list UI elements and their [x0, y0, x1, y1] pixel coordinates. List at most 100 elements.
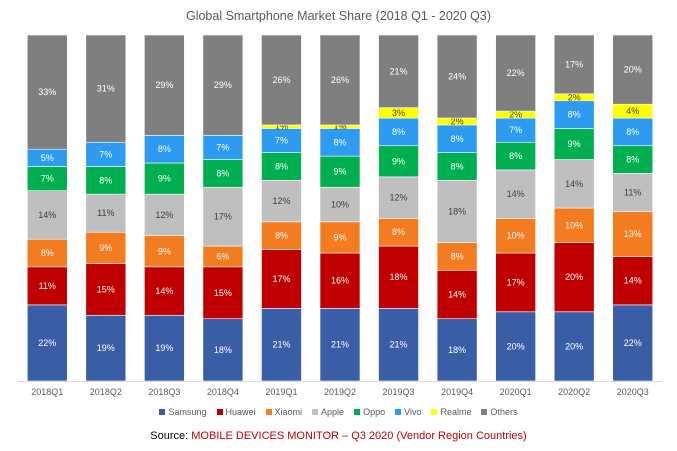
bar-segment-huawei-2020Q1 [495, 252, 536, 313]
x-tick-label-2020Q2: 2020Q2 [558, 387, 590, 397]
source-text: MOBILE DEVICES MONITOR – Q3 2020 (Vendor… [191, 430, 527, 442]
data-label-apple-2018Q2: 11% [97, 208, 114, 218]
data-label-others-2020Q3: 20% [624, 65, 642, 75]
data-label-vivo-2019Q2: 8% [333, 137, 346, 147]
data-label-xiaomi-2018Q2: 9% [99, 243, 112, 253]
legend-swatch-huawei [216, 409, 223, 415]
data-label-samsung-2018Q4: 18% [214, 345, 232, 355]
data-label-others-2018Q1: 33% [38, 87, 56, 97]
bar-segment-oppo-2019Q3 [378, 145, 419, 178]
source-label: Source: [150, 430, 189, 442]
data-label-others-2020Q2: 17% [565, 59, 583, 69]
data-label-samsung-2020Q1: 20% [507, 341, 525, 351]
bar-segment-samsung-2019Q1 [261, 308, 302, 382]
legend-label-apple: Apple [321, 407, 345, 417]
data-label-apple-2018Q1: 14% [38, 210, 56, 220]
legend-label-realme: Realme [440, 407, 472, 417]
bar-segment-apple-2018Q3 [144, 193, 185, 236]
data-label-xiaomi-2019Q2: 9% [333, 232, 346, 242]
bar-segment-huawei-2018Q4 [202, 266, 244, 320]
data-label-xiaomi-2019Q3: 8% [392, 227, 405, 237]
bar-segment-xiaomi-2020Q3 [612, 211, 654, 257]
legend-label-vivo: Vivo [404, 407, 422, 417]
bar-segment-vivo-2020Q1 [495, 117, 536, 143]
data-label-others-2018Q2: 31% [97, 84, 115, 94]
data-label-oppo-2019Q2: 9% [333, 167, 346, 177]
legend-label-samsung: Samsung [168, 407, 207, 417]
data-label-oppo-2019Q1: 8% [275, 161, 288, 171]
bar-segment-apple-2018Q1 [26, 190, 68, 240]
bar-segment-samsung-2018Q4 [202, 318, 244, 382]
data-label-vivo-2018Q2: 7% [99, 149, 112, 159]
legend-swatch-apple [312, 409, 319, 415]
data-label-xiaomi-2020Q2: 10% [565, 220, 583, 230]
bar-segment-vivo-2019Q3 [378, 117, 419, 147]
legend-swatch-xiaomi [265, 409, 272, 415]
bar-segment-oppo-2020Q1 [495, 141, 536, 171]
data-label-oppo-2018Q3: 9% [158, 174, 171, 184]
data-label-samsung-2018Q1: 22% [38, 338, 56, 348]
data-label-huawei-2018Q3: 14% [155, 286, 173, 296]
data-label-apple-2019Q1: 12% [272, 196, 290, 206]
data-label-realme-2019Q3: 3% [392, 108, 405, 118]
bar-segment-xiaomi-2018Q2 [85, 231, 127, 264]
bar-segment-xiaomi-2020Q2 [553, 207, 595, 243]
legend-item-apple: Apple [312, 407, 344, 417]
data-label-others-2018Q3: 29% [155, 80, 173, 90]
bar-segment-apple-2019Q2 [319, 186, 361, 223]
data-label-huawei-2020Q2: 20% [565, 272, 583, 282]
bar-segment-xiaomi-2020Q1 [495, 218, 536, 254]
bar-segment-samsung-2020Q2 [553, 311, 595, 382]
bar-segment-others-2018Q4 [202, 34, 244, 136]
data-label-xiaomi-2020Q1: 10% [507, 231, 525, 241]
data-label-huawei-2018Q4: 15% [214, 288, 232, 298]
bar-segment-xiaomi-2018Q3 [144, 235, 185, 268]
data-label-samsung-2019Q3: 21% [390, 340, 408, 350]
data-label-vivo-2020Q3: 8% [626, 127, 639, 137]
data-label-huawei-2019Q3: 18% [390, 272, 408, 282]
bar-segment-apple-2020Q1 [495, 169, 536, 219]
x-tick-label-2019Q3: 2019Q3 [383, 387, 415, 397]
bar-segment-apple-2020Q3 [612, 173, 654, 212]
data-label-huawei-2018Q1: 11% [39, 281, 56, 291]
data-label-apple-2019Q2: 10% [331, 200, 349, 210]
bar-segment-vivo-2019Q1 [261, 128, 302, 153]
data-label-vivo-2018Q3: 8% [158, 144, 171, 154]
legend: Samsung Huawei Xiaomi Apple Oppo Vivo Realme Ot… [0, 407, 677, 417]
bar-segment-vivo-2018Q4 [202, 135, 244, 160]
data-label-oppo-2020Q3: 8% [626, 155, 639, 165]
data-label-huawei-2019Q1: 17% [272, 274, 290, 284]
bar-segment-huawei-2018Q3 [144, 266, 185, 316]
data-label-apple-2020Q3: 11% [624, 187, 641, 197]
legend-item-vivo: Vivo [395, 407, 421, 417]
data-label-realme-2020Q1: 2% [509, 110, 522, 120]
legend-label-huawei: Huawei [225, 407, 256, 417]
data-label-xiaomi-2019Q4: 8% [451, 251, 464, 261]
bar-segment-huawei-2020Q2 [553, 242, 595, 313]
bar-segment-huawei-2019Q4 [436, 269, 478, 320]
legend-swatch-vivo [395, 409, 402, 415]
bar-segment-vivo-2020Q3 [612, 117, 654, 147]
x-tick-label-2018Q4: 2018Q4 [207, 387, 239, 397]
data-label-others-2018Q4: 29% [214, 80, 232, 90]
data-label-vivo-2019Q1: 7% [275, 136, 288, 146]
bar-segment-others-2019Q1 [261, 34, 302, 126]
data-label-others-2020Q1: 22% [507, 68, 525, 78]
source-note: Source: MOBILE DEVICES MONITOR – Q3 2020… [0, 430, 677, 442]
bar-segment-samsung-2018Q2 [85, 314, 127, 382]
bar-segment-oppo-2019Q1 [261, 152, 302, 181]
legend-swatch-realme [431, 409, 438, 415]
bar-segment-oppo-2018Q2 [85, 166, 127, 195]
bar-segment-apple-2018Q2 [85, 193, 127, 233]
bar-segment-xiaomi-2018Q1 [26, 238, 68, 268]
legend-item-huawei: Huawei [216, 407, 256, 417]
bar-segment-apple-2019Q1 [261, 180, 302, 223]
bar-segment-huawei-2019Q1 [261, 249, 302, 309]
data-label-huawei-2020Q1: 17% [507, 277, 525, 287]
bar-segment-others-2020Q1 [495, 34, 536, 112]
data-label-vivo-2018Q1: 5% [41, 153, 54, 163]
x-tick-label-2020Q3: 2020Q3 [617, 387, 649, 397]
x-tick-label-2019Q2: 2019Q2 [324, 387, 356, 397]
x-tick-label-2018Q1: 2018Q1 [31, 387, 63, 397]
data-label-samsung-2018Q2: 19% [97, 343, 115, 353]
